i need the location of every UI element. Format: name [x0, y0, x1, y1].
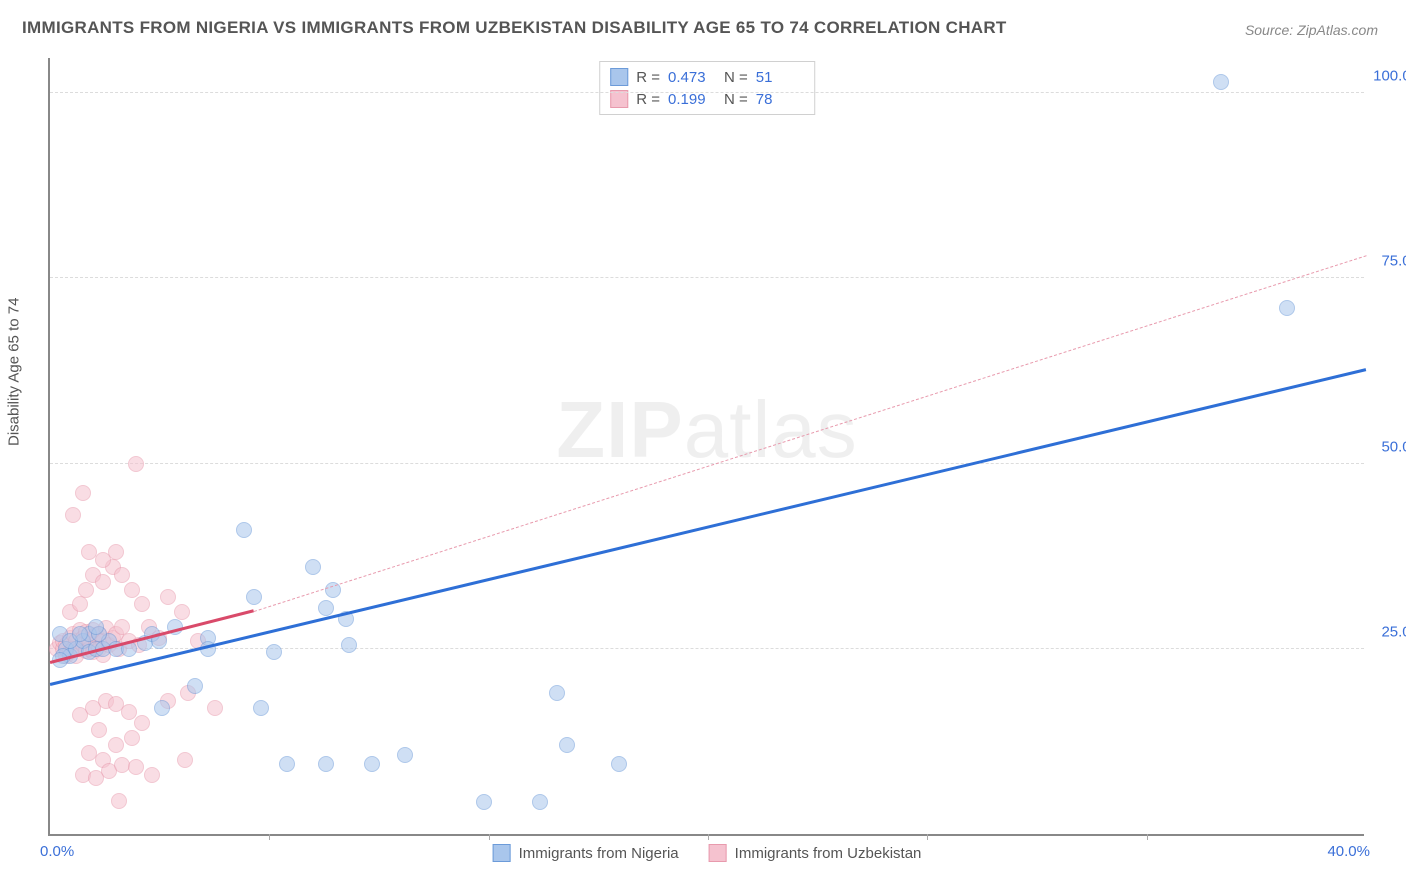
source-citation: Source: ZipAtlas.com: [1245, 22, 1378, 38]
x-tick-label: 0.0%: [40, 843, 74, 860]
gridline: [50, 92, 1364, 93]
y-tick-label: 75.0%: [1381, 253, 1406, 270]
data-point: [1213, 74, 1229, 90]
legend-item: Immigrants from Uzbekistan: [709, 844, 922, 862]
data-point: [549, 685, 565, 701]
x-tick-label: 40.0%: [1327, 843, 1370, 860]
data-point: [78, 582, 94, 598]
legend-swatch: [610, 68, 628, 86]
legend-label: Immigrants from Nigeria: [519, 845, 679, 862]
data-point: [364, 756, 380, 772]
watermark-rest: atlas: [684, 385, 858, 474]
watermark-bold: ZIP: [556, 385, 683, 474]
data-point: [559, 737, 575, 753]
data-point: [318, 600, 334, 616]
data-point: [95, 574, 111, 590]
data-point: [108, 737, 124, 753]
y-axis-label: Disability Age 65 to 74: [6, 298, 23, 446]
x-tick-mark: [489, 834, 490, 840]
data-point: [72, 596, 88, 612]
data-point: [114, 619, 130, 635]
y-tick-label: 25.0%: [1381, 623, 1406, 640]
data-point: [128, 456, 144, 472]
source-label: Source:: [1245, 22, 1293, 38]
y-tick-label: 50.0%: [1381, 438, 1406, 455]
stat-n-value: 51: [756, 69, 804, 86]
data-point: [88, 619, 104, 635]
data-point: [128, 759, 144, 775]
stat-n-label: N =: [724, 69, 748, 86]
data-point: [91, 722, 107, 738]
data-point: [134, 715, 150, 731]
data-point: [108, 544, 124, 560]
data-point: [207, 700, 223, 716]
data-point: [65, 507, 81, 523]
legend-label: Immigrants from Uzbekistan: [735, 845, 922, 862]
data-point: [144, 767, 160, 783]
correlation-stats-box: R =0.473N =51R =0.199N =78: [599, 61, 815, 115]
legend-item: Immigrants from Nigeria: [493, 844, 679, 862]
data-point: [253, 700, 269, 716]
chart-title: IMMIGRANTS FROM NIGERIA VS IMMIGRANTS FR…: [22, 18, 1007, 38]
data-point: [341, 637, 357, 653]
data-point: [246, 589, 262, 605]
data-point: [134, 596, 150, 612]
data-point: [266, 644, 282, 660]
data-point: [236, 522, 252, 538]
x-tick-mark: [1147, 834, 1148, 840]
data-point: [305, 559, 321, 575]
series-legend: Immigrants from Nigeria Immigrants from U…: [493, 844, 922, 862]
data-point: [476, 794, 492, 810]
stat-row: R = 0.473 N = 51: [610, 66, 804, 88]
data-point: [611, 756, 627, 772]
gridline: [50, 277, 1364, 278]
trend-line: [254, 255, 1366, 612]
legend-swatch: [493, 844, 511, 862]
y-tick-label: 100.0%: [1373, 68, 1406, 85]
x-tick-mark: [269, 834, 270, 840]
gridline: [50, 463, 1364, 464]
legend-swatch: [709, 844, 727, 862]
data-point: [279, 756, 295, 772]
scatter-plot-area: ZIPatlas R =0.473N =51R =0.199N =78 Immi…: [48, 58, 1364, 836]
stat-r-value: 0.473: [668, 69, 716, 86]
data-point: [318, 756, 334, 772]
data-point: [174, 604, 190, 620]
data-point: [397, 747, 413, 763]
data-point: [75, 485, 91, 501]
data-point: [177, 752, 193, 768]
source-link[interactable]: ZipAtlas.com: [1297, 22, 1378, 38]
data-point: [532, 794, 548, 810]
data-point: [124, 582, 140, 598]
data-point: [1279, 300, 1295, 316]
data-point: [187, 678, 203, 694]
data-point: [81, 745, 97, 761]
data-point: [124, 730, 140, 746]
gridline: [50, 648, 1364, 649]
data-point: [154, 700, 170, 716]
stat-r-label: R =: [636, 69, 660, 86]
data-point: [72, 626, 88, 642]
data-point: [114, 567, 130, 583]
x-tick-mark: [927, 834, 928, 840]
data-point: [160, 589, 176, 605]
x-tick-mark: [708, 834, 709, 840]
data-point: [111, 793, 127, 809]
